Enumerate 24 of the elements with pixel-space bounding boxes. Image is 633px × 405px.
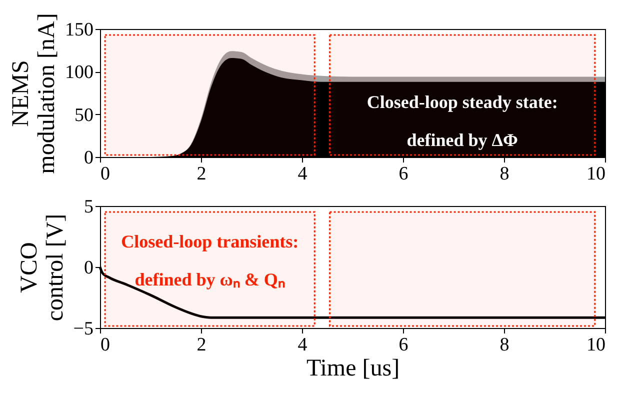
y-tick-label: 5 bbox=[84, 196, 94, 218]
y-tick-label: 0 bbox=[84, 258, 94, 278]
x-tick-label: 4 bbox=[298, 164, 308, 184]
y-axis-title: NEMS modulation [nA] bbox=[8, 13, 60, 174]
band-label: Closed-loop transients: defined by ωₙ & Qₙ bbox=[121, 232, 299, 290]
x-tick-label: 8 bbox=[500, 334, 510, 356]
y-tick-label: 50 bbox=[74, 104, 94, 126]
x-tick-label: 6 bbox=[398, 334, 408, 356]
band-label: Closed-loop steady state: defined by ΔΦ bbox=[366, 92, 558, 150]
x-tick-label: 6 bbox=[398, 164, 408, 184]
x-tick-label: 2 bbox=[196, 334, 206, 356]
y-axis-title: VCO control [V] bbox=[16, 214, 68, 322]
x-tick-label: 10 bbox=[586, 334, 606, 356]
x-tick-label: 8 bbox=[500, 164, 510, 184]
y-tick-label: −5 bbox=[73, 318, 94, 340]
y-tick-label: 100 bbox=[65, 62, 94, 84]
x-axis-title: Time [us] bbox=[306, 356, 400, 382]
x-tick-label: 10 bbox=[586, 164, 606, 184]
x-tick-label: 0 bbox=[100, 164, 110, 184]
y-tick-label: 0 bbox=[84, 148, 94, 168]
x-tick-label: 2 bbox=[196, 164, 206, 184]
y-tick-label: 150 bbox=[65, 20, 94, 40]
x-tick-label: 0 bbox=[100, 334, 110, 356]
x-tick-label: 4 bbox=[298, 334, 308, 356]
